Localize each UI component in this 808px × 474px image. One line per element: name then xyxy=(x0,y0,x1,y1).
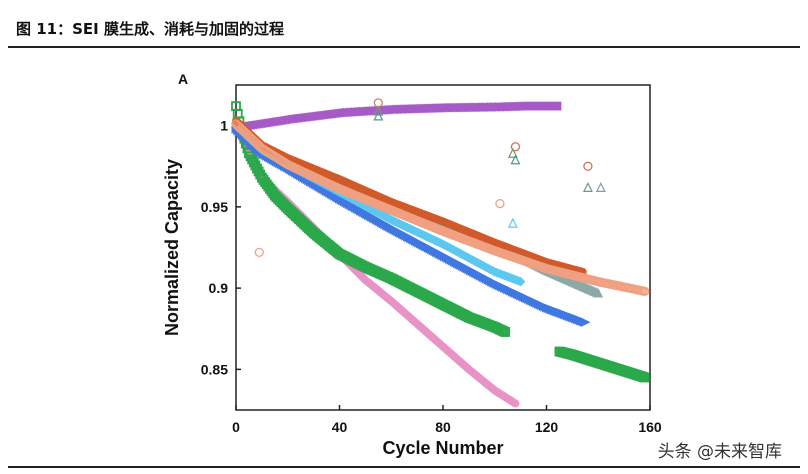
x-tick-label: 120 xyxy=(535,419,559,435)
figure-title: 图 11：SEI 膜生成、消耗与加固的过程 xyxy=(16,20,284,38)
data-point-s8 xyxy=(640,286,650,297)
data-point-s0 xyxy=(551,101,562,111)
data-point-s5 xyxy=(515,276,526,287)
y-axis-title: Normalized Capacity xyxy=(162,159,182,336)
x-axis-title: Cycle Number xyxy=(382,438,503,458)
y-tick-label: 1 xyxy=(220,118,228,134)
outlier-point xyxy=(510,142,521,152)
outlier-point xyxy=(595,182,606,192)
figure-footer-rule xyxy=(8,466,800,468)
data-point-s6 xyxy=(593,287,604,298)
outlier-point xyxy=(254,247,264,258)
outlier-point xyxy=(510,154,521,165)
watermark: 头条 @未来智库 xyxy=(657,442,782,462)
outlier-point xyxy=(495,198,505,209)
outlier-point xyxy=(373,110,384,121)
x-tick-label: 40 xyxy=(332,419,348,435)
axis-labels: 0 40 80 120 160 1 0.95 0.9 0.85 Cycle Number Norma… xyxy=(162,71,662,458)
data-point-s3 xyxy=(639,372,650,383)
data-marks xyxy=(230,98,650,408)
figure-header: 图 11：SEI 膜生成、消耗与加固的过程 xyxy=(8,8,800,48)
data-point-s4 xyxy=(580,317,591,328)
panel-label: A xyxy=(178,71,188,87)
x-tick-label: 160 xyxy=(638,419,662,435)
outlier-point xyxy=(583,161,593,171)
plot-frame xyxy=(235,84,651,411)
x-tick-label: 80 xyxy=(435,419,451,435)
y-tick-label: 0.9 xyxy=(209,280,229,296)
x-tick-label: 0 xyxy=(232,419,240,435)
outlier-point xyxy=(507,217,518,228)
data-point-s2 xyxy=(500,327,511,337)
data-point-s1 xyxy=(511,399,520,408)
y-tick-label: 0.85 xyxy=(201,361,228,377)
outlier-point xyxy=(582,182,593,192)
outlier-point xyxy=(507,147,518,158)
outlier-point xyxy=(373,105,384,116)
y-tick-label: 0.95 xyxy=(201,199,228,215)
